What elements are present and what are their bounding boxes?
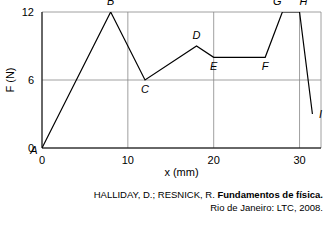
svg-text:I: I — [319, 108, 322, 120]
svg-text:D: D — [193, 29, 201, 41]
svg-text:E: E — [210, 60, 218, 72]
svg-text:F: F — [262, 60, 270, 72]
html-text:HALLIDAY, D.; RESNICK, R. Fund: HALLIDAY, D.; RESNICK, R. Fundamentos de… — [93, 189, 323, 200]
svg-text:10: 10 — [122, 154, 134, 166]
svg-text:6: 6 — [28, 74, 34, 86]
svg-text:30: 30 — [293, 154, 305, 166]
svg-text:B: B — [107, 0, 114, 7]
svg-text:H: H — [300, 0, 308, 7]
svg-text:F (N): F (N) — [8, 67, 16, 92]
html-text:Rio de Janeiro: LTC, 2008.: Rio de Janeiro: LTC, 2008. — [210, 202, 323, 213]
svg-text:A: A — [29, 144, 37, 156]
svg-text:12: 12 — [22, 6, 34, 18]
svg-text:C: C — [141, 83, 149, 95]
svg-text:0: 0 — [39, 154, 45, 166]
svg-text:20: 20 — [208, 154, 220, 166]
svg-text:x (mm): x (mm) — [164, 166, 198, 178]
svg-text:G: G — [273, 0, 282, 7]
